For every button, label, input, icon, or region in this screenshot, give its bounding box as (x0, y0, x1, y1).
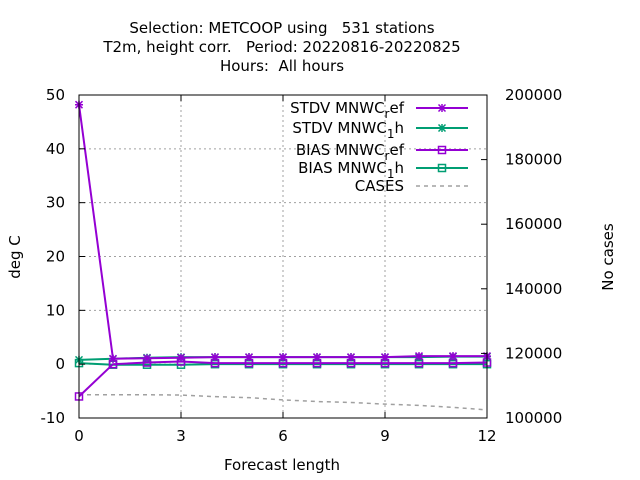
data-point (312, 353, 322, 362)
legend-label-tail: h (394, 159, 404, 177)
legend-label-main: BIAS MNWC (298, 159, 387, 177)
legend-label-main: CASES (355, 177, 404, 195)
legend-label-main: STDV MNWC (292, 119, 386, 137)
legend-marker (437, 145, 447, 155)
x-tick-label: 6 (278, 427, 288, 445)
y2-axis-label: No cases (599, 223, 617, 291)
y2-tick-label: 200000 (505, 86, 562, 104)
legend-item: STDV MNWC1h (292, 119, 468, 141)
legend-label: CASES (355, 177, 404, 195)
y-tick-label: 30 (46, 194, 65, 212)
y2-tick-label: 160000 (505, 215, 562, 233)
y-tick-label: 0 (55, 355, 65, 373)
data-point (142, 354, 152, 363)
legend-marker (437, 163, 447, 173)
series-area (74, 100, 492, 411)
data-point (108, 354, 118, 363)
legend-label-tail: ef (389, 99, 404, 117)
title-line-3: Hours: All hours (220, 57, 344, 75)
legend-label-sub: 1 (387, 167, 395, 181)
x-tick-label: 12 (477, 427, 496, 445)
legend-label: BIAS MNWC1h (298, 159, 404, 181)
legend-label: STDV MNWCref (290, 99, 405, 121)
legend-label: BIAS MNWCref (296, 141, 405, 163)
y2-tick-label: 100000 (505, 409, 562, 427)
x-tick-label: 3 (176, 427, 186, 445)
legend-item: STDV MNWCref (290, 99, 468, 121)
title-line-2: T2m, height corr. Period: 20220816-20220… (102, 38, 460, 56)
data-point (448, 352, 458, 361)
legend-marker (437, 103, 447, 113)
data-point (176, 353, 186, 362)
y-tick-label: -10 (41, 409, 66, 427)
legend-label-sub: r (385, 107, 390, 121)
legend-label-main: STDV MNWC (290, 99, 384, 117)
y2-tick-label: 140000 (505, 280, 562, 298)
y-tick-label: 50 (46, 86, 65, 104)
grid (79, 95, 487, 418)
data-point (210, 353, 220, 362)
y-tick-label: 20 (46, 248, 65, 266)
legend-item: CASES (355, 177, 468, 195)
legend-item: BIAS MNWC1h (298, 159, 468, 181)
series-line (78, 362, 487, 366)
legend-label-tail: ef (389, 141, 404, 159)
legend-label-tail: h (394, 119, 404, 137)
data-point (278, 353, 288, 362)
series-line (78, 360, 488, 398)
x-tick-label: 0 (74, 427, 84, 445)
data-point (380, 353, 390, 362)
data-point (414, 352, 424, 361)
series-4 (79, 393, 488, 411)
title-line-1: Selection: METCOOP using 531 stations (129, 19, 434, 37)
legend-label: STDV MNWC1h (292, 119, 404, 141)
chart-title: Selection: METCOOP using 531 stationsT2m… (102, 19, 460, 75)
legend-label-sub: 1 (387, 127, 395, 141)
y-tick-label: 40 (46, 140, 65, 158)
legend-item: BIAS MNWCref (296, 141, 468, 163)
x-tick-label: 9 (380, 427, 390, 445)
legend-label-main: BIAS MNWC (296, 141, 385, 159)
series-line (79, 393, 488, 411)
legend-marker (437, 123, 447, 133)
x-axis-label: Forecast length (224, 456, 340, 474)
data-point (244, 353, 254, 362)
data-point (346, 353, 356, 362)
y2-tick-label: 120000 (505, 344, 562, 362)
y2-tick-label: 180000 (505, 151, 562, 169)
y-tick-label: 10 (46, 301, 65, 319)
legend-label-sub: r (385, 149, 390, 163)
y-axis-label: deg C (6, 235, 24, 279)
axes: 0 3 6 9 12 -10 0 10 20 30 40 50 100000 120000 140000 16… (6, 86, 617, 474)
